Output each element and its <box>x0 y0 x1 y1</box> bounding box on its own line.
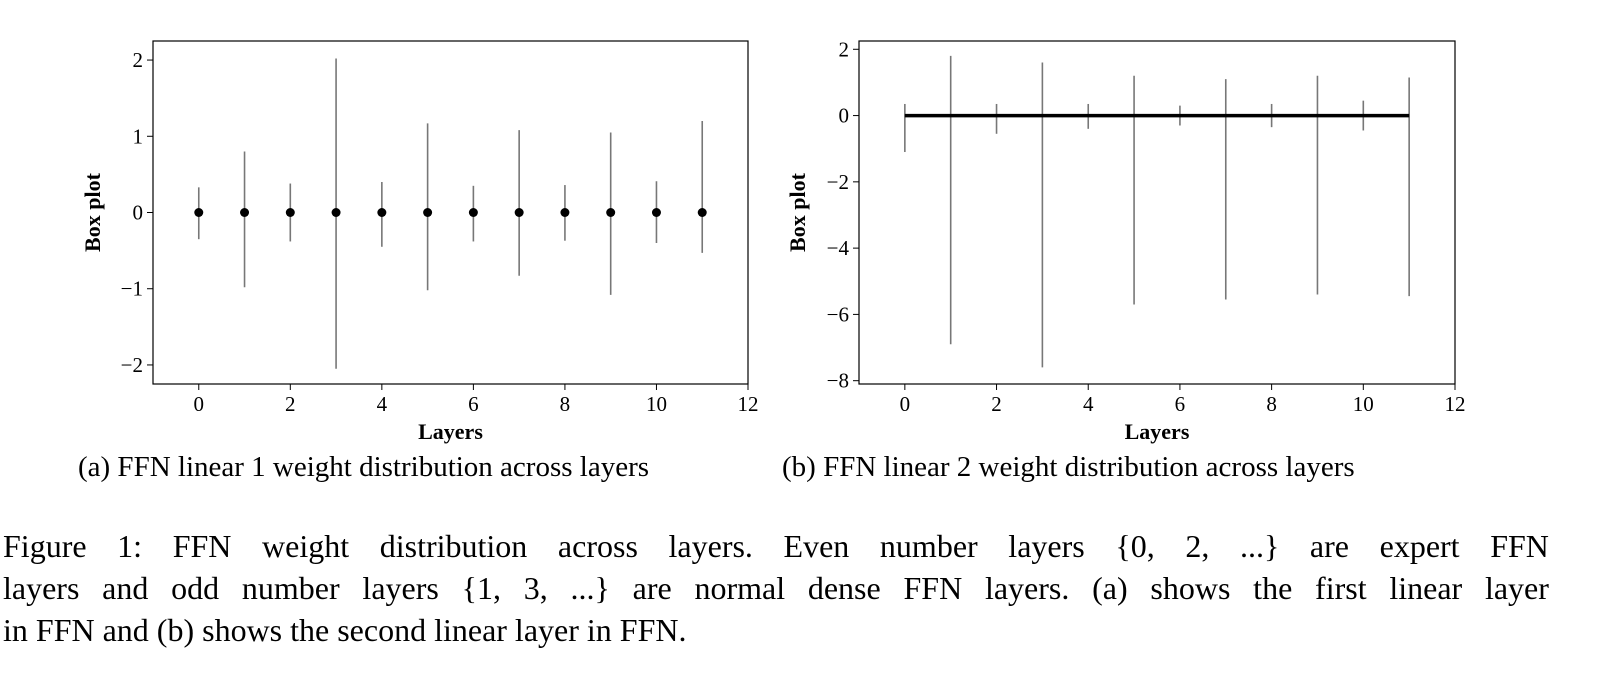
caption-line-1: Figure 1: FFN weight distribution across layer… <box>3 525 1549 567</box>
caption-word: 2, <box>1185 528 1210 564</box>
y-axis-label: Box plot <box>785 172 810 252</box>
x-axis-label: Layers <box>1125 419 1190 444</box>
y-tick-label: −1 <box>121 277 143 301</box>
x-tick-label: 10 <box>646 392 667 416</box>
median-dot-layer-1 <box>240 208 250 217</box>
caption-word: are <box>1309 528 1349 564</box>
caption-word: distribution <box>379 528 528 564</box>
y-tick-label: 1 <box>133 124 144 148</box>
x-tick-label: 4 <box>377 392 388 416</box>
caption-word: ...} <box>1239 528 1280 564</box>
x-axis-label: Layers <box>418 419 483 444</box>
y-axis-label: Box plot <box>80 172 105 252</box>
caption-word: odd <box>171 570 220 606</box>
median-dot-layer-3 <box>331 208 341 217</box>
y-tick-label: −6 <box>827 302 849 326</box>
caption-word: first <box>1315 570 1367 606</box>
x-tick-label: 12 <box>1445 392 1466 416</box>
caption-word: Figure <box>3 528 87 564</box>
x-tick-label: 8 <box>1266 392 1277 416</box>
caption-word: the <box>1253 570 1293 606</box>
y-tick-label: −4 <box>827 236 850 260</box>
x-tick-label: 0 <box>900 392 911 416</box>
y-tick-label: 0 <box>133 201 144 225</box>
y-tick-label: 2 <box>133 48 144 72</box>
x-tick-label: 6 <box>1175 392 1186 416</box>
y-tick-label: −8 <box>827 369 849 393</box>
caption-word: and <box>102 570 149 606</box>
caption-word: number <box>879 528 978 564</box>
caption-word: normal <box>694 570 786 606</box>
caption-word: ...} <box>570 570 610 606</box>
caption-word: FFN <box>903 570 963 606</box>
caption-word: {0, <box>1115 528 1155 564</box>
x-tick-label: 6 <box>468 392 479 416</box>
chart-b: 0 2 4 6 8 10 12 −8 −6 −4 −2 0 2 Layers Box plot <box>785 37 1466 444</box>
x-tick-label: 2 <box>285 392 296 416</box>
median-dot-layer-6 <box>468 208 478 217</box>
y-tick-label: 2 <box>839 37 850 61</box>
median-dot-layer-0 <box>194 208 204 217</box>
caption-word: 1: <box>117 528 143 564</box>
subcaption-a: (a) FFN linear 1 weight distribution acr… <box>78 451 650 483</box>
caption-word: shows <box>1150 570 1231 606</box>
caption-word: linear <box>1389 570 1463 606</box>
caption-line-3: in FFN and (b) shows the second linear l… <box>3 612 687 648</box>
caption-word: 3, <box>523 570 548 606</box>
median-dot-layer-4 <box>377 208 387 217</box>
x-tick-label: 10 <box>1353 392 1374 416</box>
caption-word: across <box>557 528 638 564</box>
y-tick-label: −2 <box>121 353 143 377</box>
caption-word: FFN <box>172 528 232 564</box>
median-dot-layer-7 <box>514 208 524 217</box>
median-dot-layer-2 <box>285 208 295 217</box>
caption-word: (a) <box>1092 570 1128 606</box>
x-tick-label: 2 <box>991 392 1002 416</box>
x-tick-label: 8 <box>560 392 571 416</box>
subcaption-b: (b) FFN linear 2 weight distribution acr… <box>782 451 1355 483</box>
caption-line-2: layers and odd number layers {1, 3,...} are norm… <box>3 567 1549 609</box>
caption-word: {1, <box>461 570 501 606</box>
median-dot-layer-8 <box>560 208 570 217</box>
caption-word: layers <box>362 570 439 606</box>
x-tick-label: 0 <box>194 392 205 416</box>
median-dot-layer-9 <box>606 208 616 217</box>
caption-word: are <box>632 570 672 606</box>
median-dot-layer-11 <box>697 208 707 217</box>
caption-word: expert <box>1379 528 1460 564</box>
caption-word: layers <box>3 570 80 606</box>
caption-word: layers <box>1008 528 1085 564</box>
caption-word: Even <box>783 528 850 564</box>
caption-word: layers. <box>668 528 753 564</box>
median-dot-layer-5 <box>423 208 433 217</box>
y-tick-label: 0 <box>839 104 850 128</box>
caption-word: layer <box>1484 570 1549 606</box>
caption-word: weight <box>262 528 350 564</box>
caption-word: dense <box>807 570 881 606</box>
caption-word: number <box>241 570 340 606</box>
y-tick-label: −2 <box>827 170 849 194</box>
figure-caption: Figure 1: FFN weight distribution across layer… <box>3 525 1549 651</box>
caption-word: layers. <box>984 570 1070 606</box>
plot-frame <box>858 40 1456 385</box>
caption-word: FFN <box>1490 528 1549 564</box>
x-tick-label: 12 <box>738 392 759 416</box>
x-tick-label: 4 <box>1083 392 1094 416</box>
median-dot-layer-10 <box>651 208 661 217</box>
